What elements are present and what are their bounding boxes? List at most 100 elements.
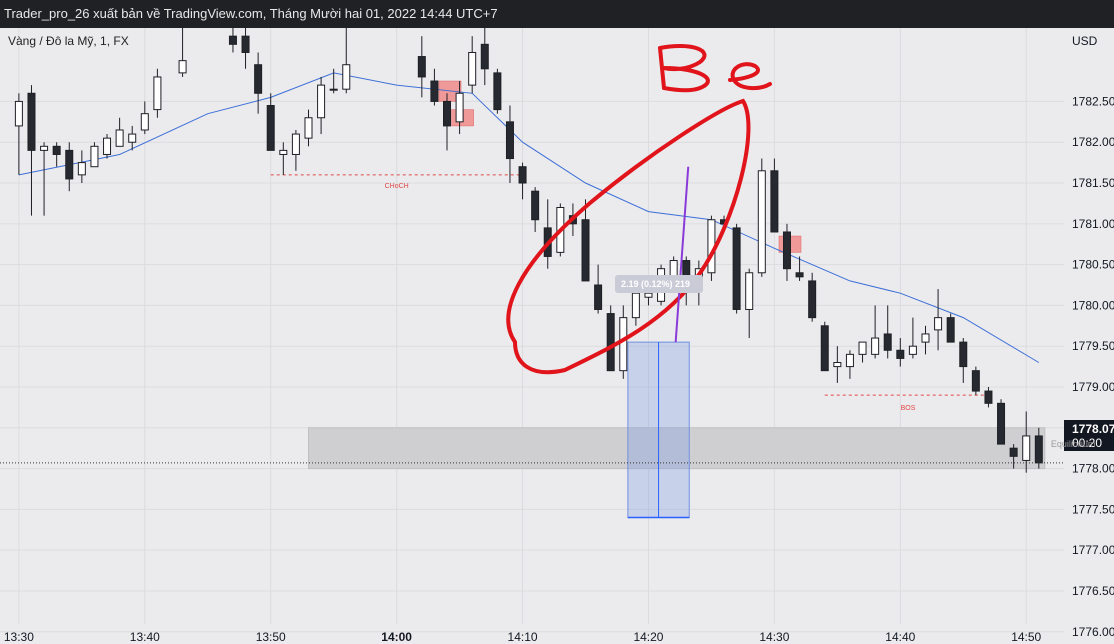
candle (27, 85, 36, 216)
candle-body (493, 72, 502, 111)
candle-body (770, 170, 779, 233)
candle (782, 223, 791, 281)
measure-tool[interactable] (627, 341, 690, 519)
candle (531, 187, 540, 232)
candle (254, 52, 263, 114)
price-tick-label: 1782.00 (1072, 135, 1114, 149)
candle (153, 68, 162, 118)
time-tick-label: 13:30 (4, 630, 34, 644)
candle (480, 28, 489, 86)
candle-body (782, 231, 791, 270)
candle (606, 305, 615, 372)
candle (291, 129, 300, 171)
candle-body (997, 402, 1006, 445)
hand-annotation (506, 43, 772, 375)
candle (883, 305, 892, 359)
candle-body (581, 219, 590, 282)
candle (845, 350, 854, 379)
moving-average-line (18, 72, 1040, 363)
candle (833, 346, 842, 383)
candle-body (808, 280, 817, 319)
candle-body (468, 51, 477, 86)
candle-body (820, 325, 829, 372)
candle (594, 264, 603, 314)
candle-body (505, 121, 514, 160)
time-tick-label: 13:40 (130, 630, 160, 644)
candle (241, 28, 250, 69)
price-chart[interactable]: 1782.50 1782.00 1781.50 1781.00 1780.50 1780.… (0, 28, 1114, 644)
price-tick-label: 1779.50 (1072, 339, 1114, 353)
candle (443, 93, 452, 151)
bos-label: BOS (901, 405, 916, 412)
candle-body (480, 43, 489, 70)
annotation-letter-b (658, 43, 710, 93)
candle-body (153, 76, 162, 111)
candle-body (128, 133, 137, 143)
candle (90, 142, 99, 168)
candle-body (908, 345, 917, 355)
price-tick-label: 1780.50 (1072, 258, 1114, 272)
candle (455, 81, 464, 135)
candle-body (77, 162, 86, 176)
candle (619, 305, 628, 379)
candle-body (254, 64, 263, 94)
candle (770, 158, 779, 233)
candle-body (1022, 435, 1031, 461)
candle-body (27, 92, 36, 151)
candle-body (669, 260, 678, 278)
candle (342, 28, 351, 94)
candle (581, 199, 590, 282)
candle-body (90, 145, 99, 168)
candle-body (417, 56, 426, 78)
candle (417, 36, 426, 98)
candle (505, 105, 514, 184)
candle-body (845, 353, 854, 368)
fib-stroke (674, 166, 690, 343)
countdown-timer: 00:20 (1072, 436, 1102, 450)
candle-body (279, 149, 288, 155)
candle-body (14, 100, 23, 127)
time-tick-label: 14:40 (885, 630, 915, 644)
time-tick-label: 14:00 (381, 630, 412, 644)
candle-body (342, 64, 351, 90)
candle (946, 313, 955, 343)
candle-body (178, 60, 187, 74)
candle (745, 268, 754, 339)
price-tick-label: 1782.50 (1072, 94, 1114, 108)
candle (896, 338, 905, 367)
time-axis[interactable]: 13:30 13:40 13:50 14:00 14:10 14:20 14:30 14:40… (4, 630, 1042, 644)
candle (178, 28, 187, 77)
candle-body (518, 166, 527, 184)
price-tick-label: 1777.00 (1072, 543, 1114, 557)
candle (997, 399, 1006, 445)
candle-body (971, 370, 980, 392)
candle-body (896, 349, 905, 359)
time-tick-label: 13:50 (256, 630, 286, 644)
candle-body (291, 133, 300, 155)
candle-body (65, 149, 74, 180)
candle-body (883, 333, 892, 351)
candle (858, 341, 867, 363)
candle (493, 68, 502, 114)
candle (934, 289, 943, 351)
time-tick-label: 14:20 (633, 630, 663, 644)
candle-body (795, 272, 804, 278)
candle (115, 117, 124, 147)
candle-body (304, 117, 313, 139)
candle-body (115, 129, 124, 147)
candle (140, 101, 149, 135)
candle-body (317, 84, 326, 119)
time-tick-label: 14:30 (759, 630, 789, 644)
candle-body (934, 317, 943, 331)
price-tick-label: 1781.00 (1072, 217, 1114, 231)
candle (871, 305, 880, 359)
candle-body (631, 292, 640, 319)
measure-readout: 2.19 (0.12%) 219 (615, 275, 703, 293)
candle-body (946, 317, 955, 343)
candle-body (606, 313, 615, 372)
candle (103, 134, 112, 159)
candle-body (732, 227, 741, 310)
candle (77, 150, 86, 184)
candle-body (531, 190, 540, 221)
candle (266, 93, 275, 151)
